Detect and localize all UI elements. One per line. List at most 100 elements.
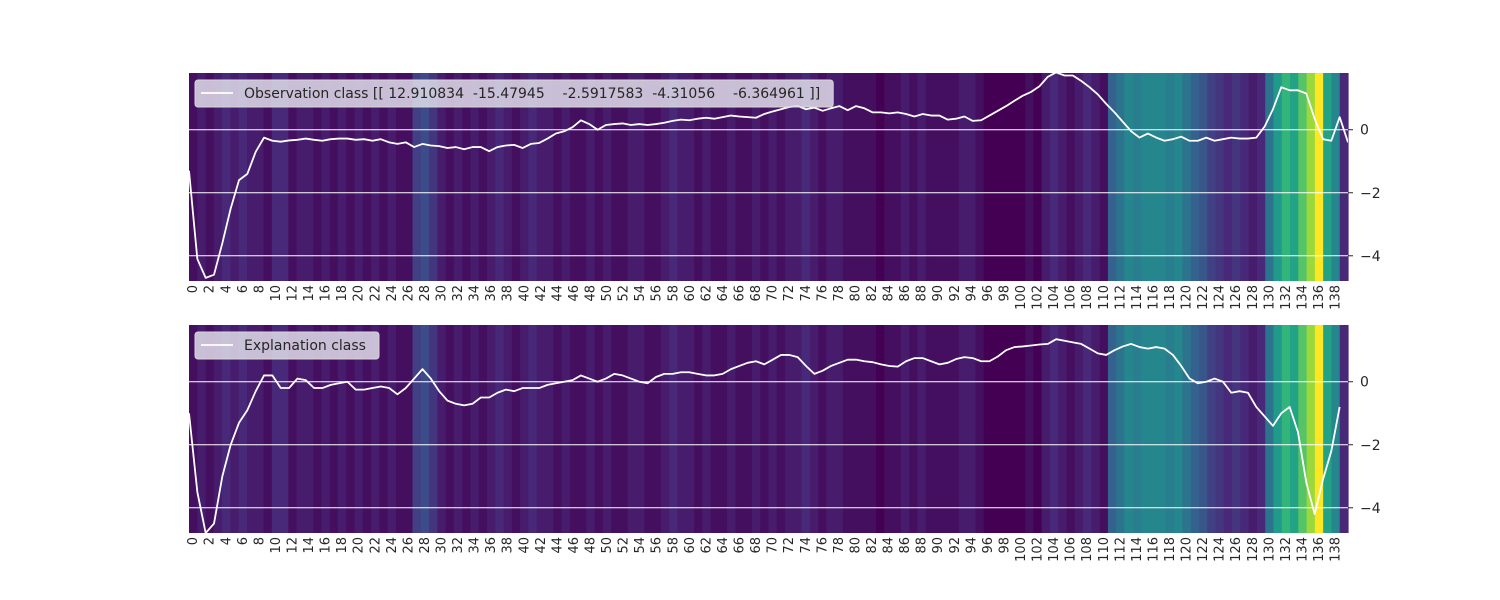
x-tick-label: 72 [782, 285, 797, 302]
heatmap-cell [578, 325, 587, 533]
y-tick-label: 0 [1360, 123, 1369, 139]
x-tick-label: 28 [418, 537, 433, 554]
heatmap-cell [371, 325, 381, 533]
legend-label: Observation class [[ 12.910834 -15.47945… [244, 86, 820, 102]
heatmap-cell [801, 325, 811, 533]
heatmap-cell [950, 325, 960, 533]
x-tick-label: 112 [1113, 285, 1128, 310]
heatmap-cell [636, 73, 645, 281]
heatmap-cell [528, 325, 538, 533]
heatmap-cell [793, 73, 803, 281]
heatmap-cell [1041, 325, 1051, 533]
heatmap-cell [487, 325, 496, 533]
heatmap-cell [478, 325, 488, 533]
heatmap-cell [536, 73, 546, 281]
heatmap-cell [578, 73, 587, 281]
x-tick-label: 18 [335, 285, 350, 302]
heatmap-cell [693, 325, 703, 533]
heatmap-cell [942, 325, 952, 533]
heatmap-cell [1083, 73, 1092, 281]
heatmap-cell [710, 325, 720, 533]
heatmap-cell [412, 73, 422, 281]
heatmap-cell [304, 73, 314, 281]
x-tick-label: 114 [1130, 285, 1145, 310]
x-tick-label: 0 [186, 285, 201, 293]
heatmap-cell [569, 325, 579, 533]
heatmap-cell [213, 325, 223, 533]
heatmap-cell [338, 325, 347, 533]
heatmap-cell [470, 73, 480, 281]
heatmap-cell [1074, 325, 1084, 533]
x-tick-label: 44 [550, 285, 565, 302]
heatmap-cell [809, 325, 819, 533]
heatmap-cell [255, 325, 265, 533]
heatmap-cell [685, 325, 695, 533]
x-tick-label: 126 [1229, 537, 1244, 562]
x-tick-label: 118 [1163, 285, 1178, 310]
heatmap-cell [222, 73, 231, 281]
x-tick-label: 90 [931, 285, 946, 302]
heatmap-cell [354, 325, 364, 533]
heatmap-cell [1223, 325, 1233, 533]
heatmap-cell [851, 73, 861, 281]
heatmap-cell [213, 73, 223, 281]
heatmap-cell [1298, 325, 1308, 533]
heatmap-cell [934, 73, 943, 281]
x-tick-label: 108 [1080, 537, 1095, 562]
x-tick-label: 34 [468, 537, 483, 554]
x-tick-label: 48 [584, 285, 599, 302]
x-tick-label: 54 [633, 537, 648, 554]
heatmap-cell [520, 325, 530, 533]
heatmap-cell [511, 325, 521, 533]
x-tick-label: 2 [203, 537, 218, 545]
x-tick-label: 114 [1130, 537, 1145, 562]
heatmap-cell [1016, 73, 1026, 281]
heatmap-cell [1323, 73, 1333, 281]
heatmap-cell [793, 325, 803, 533]
heatmap-cell [1256, 73, 1266, 281]
heatmap-cell [884, 325, 894, 533]
heatmap-cell [1157, 73, 1167, 281]
x-tick-label: 60 [683, 537, 698, 554]
x-tick-label: 70 [766, 285, 781, 302]
x-tick-label: 84 [882, 285, 897, 302]
heatmap-cell [892, 325, 902, 533]
x-tick-label: 122 [1196, 285, 1211, 310]
heatmap-cell [1323, 325, 1333, 533]
chart-panel-2: 0−2−40 2 4 6 8 10 12 14 16 18 20 22 24 26 28 30 32 34 36 38… [186, 325, 1381, 562]
heatmap-cell [437, 325, 447, 533]
heatmap-cell [1066, 325, 1076, 533]
heatmap-cell [1207, 325, 1217, 533]
x-tick-label: 32 [451, 285, 466, 302]
y-tick-label: −2 [1360, 438, 1381, 454]
heatmap-cell [1141, 325, 1150, 533]
x-tick-label: 64 [716, 285, 731, 302]
heatmap-cell [271, 325, 281, 533]
heatmap-cell [304, 325, 314, 533]
heatmap-cell [255, 73, 265, 281]
heatmap-cell [462, 73, 472, 281]
x-tick-label: 106 [1064, 285, 1079, 310]
x-tick-label: 6 [236, 537, 251, 545]
x-tick-label: 58 [666, 537, 681, 554]
x-tick-label: 16 [319, 285, 334, 302]
x-tick-label: 128 [1246, 537, 1261, 562]
heatmap-cell [1116, 73, 1126, 281]
x-tick-label: 62 [699, 537, 714, 554]
series-line [189, 73, 1348, 279]
heatmap-cell [371, 73, 381, 281]
heatmap-cell [1107, 73, 1117, 281]
x-tick-label: 110 [1097, 537, 1112, 562]
heatmap-cell [1215, 325, 1225, 533]
heatmap-cell [652, 73, 662, 281]
x-tick-label: 56 [650, 285, 665, 302]
x-tick-label: 76 [815, 537, 830, 554]
heatmap-cell [942, 73, 952, 281]
heatmap-cell [586, 325, 596, 533]
heatmap-cell [437, 73, 447, 281]
heatmap-cell [702, 73, 712, 281]
x-tick-label: 52 [617, 285, 632, 302]
heatmap-cell [338, 73, 347, 281]
heatmap-cell [876, 325, 885, 533]
heatmap-cell [785, 73, 794, 281]
